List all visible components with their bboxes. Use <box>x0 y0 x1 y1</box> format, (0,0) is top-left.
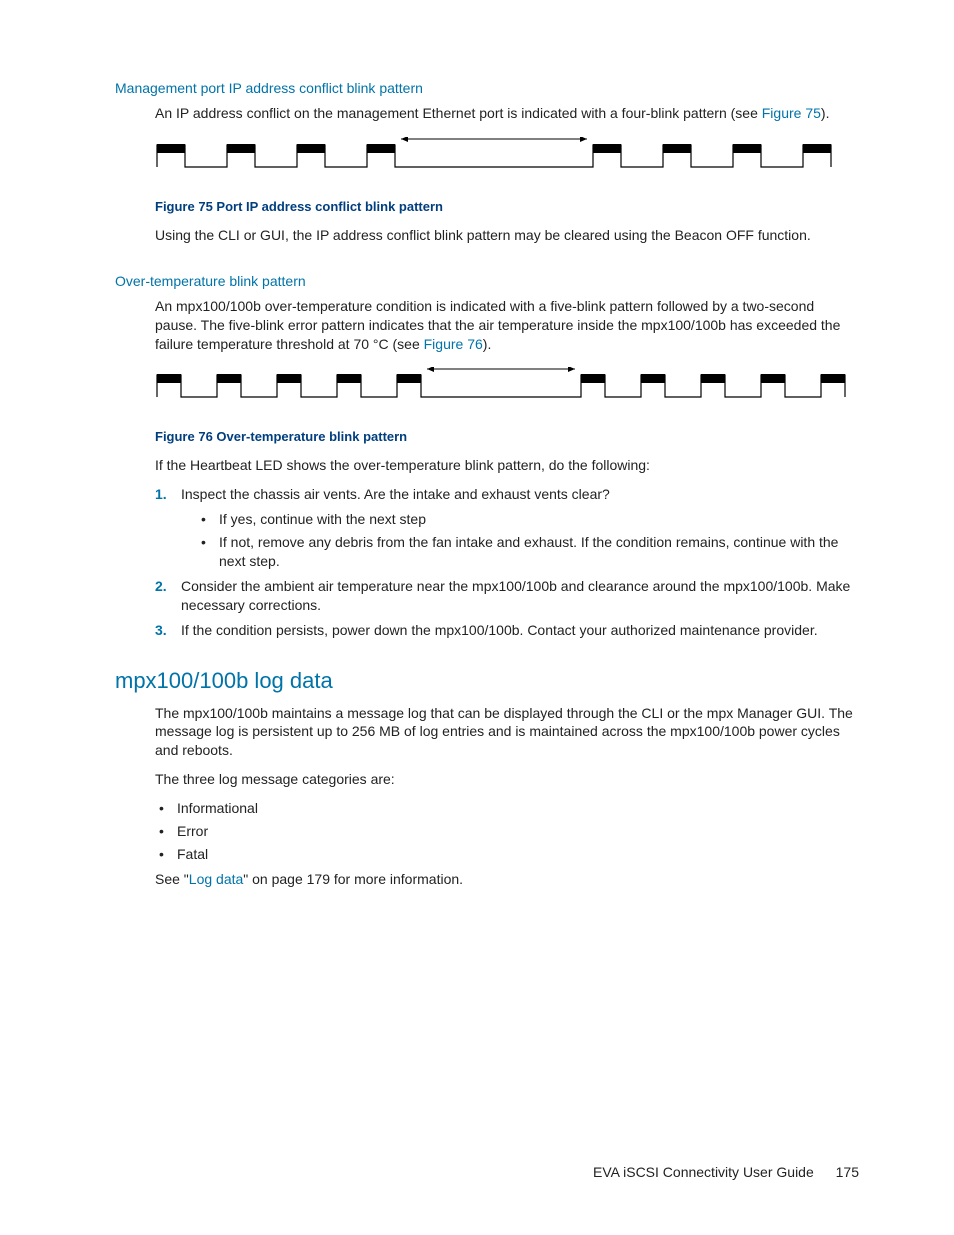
paragraph: If the Heartbeat LED shows the over-temp… <box>155 456 859 475</box>
paragraph: Using the CLI or GUI, the IP address con… <box>155 226 859 245</box>
waveform-svg: 2 seconds <box>155 137 833 193</box>
figure-75-caption: Figure 75 Port IP address conflict blink… <box>155 199 859 214</box>
page-number: 175 <box>836 1164 859 1180</box>
step-3: 3. If the condition persists, power down… <box>155 621 859 640</box>
step-text: Inspect the chassis air vents. Are the i… <box>181 486 610 502</box>
link-figure-76[interactable]: Figure 76 <box>424 336 483 352</box>
svg-text:2 seconds: 2 seconds <box>478 367 524 368</box>
sub-bullets: If yes, continue with the next step If n… <box>201 510 859 571</box>
bullet-item: If yes, continue with the next step <box>201 510 859 529</box>
text: See " <box>155 871 189 887</box>
bullet-list: Informational Error Fatal <box>159 799 859 864</box>
figure-75-waveform: 2 seconds <box>155 137 859 193</box>
step-number: 2. <box>155 577 167 596</box>
step-1: 1. Inspect the chassis air vents. Are th… <box>155 485 859 571</box>
text: " on page 179 for more information. <box>243 871 463 887</box>
bullet-item: Error <box>159 822 859 841</box>
step-number: 3. <box>155 621 167 640</box>
paragraph: See "Log data" on page 179 for more info… <box>155 870 859 889</box>
ordered-steps: 1. Inspect the chassis air vents. Are th… <box>155 485 859 639</box>
figure-76-caption: Figure 76 Over-temperature blink pattern <box>155 429 859 444</box>
paragraph: An IP address conflict on the management… <box>155 104 859 123</box>
step-2: 2. Consider the ambient air temperature … <box>155 577 859 615</box>
step-number: 1. <box>155 485 167 504</box>
bullet-item: Informational <box>159 799 859 818</box>
bullet-item: If not, remove any debris from the fan i… <box>201 533 859 571</box>
bullet-item: Fatal <box>159 845 859 864</box>
step-text: If the condition persists, power down th… <box>181 622 818 638</box>
svg-text:2 seconds: 2 seconds <box>471 137 517 138</box>
footer-title: EVA iSCSI Connectivity User Guide <box>593 1164 814 1180</box>
step-text: Consider the ambient air temperature nea… <box>181 578 850 613</box>
paragraph: An mpx100/100b over-temperature conditio… <box>155 297 859 354</box>
section-heading-over-temp: Over-temperature blink pattern <box>115 273 859 289</box>
link-figure-75[interactable]: Figure 75 <box>762 105 821 121</box>
figure-76-waveform: 2 seconds <box>155 367 859 423</box>
waveform-svg: 2 seconds <box>155 367 847 423</box>
section-heading-log-data: mpx100/100b log data <box>115 668 859 694</box>
text: An IP address conflict on the management… <box>155 105 762 121</box>
section-heading-ip-conflict: Management port IP address conflict blin… <box>115 80 859 96</box>
text: ). <box>483 336 492 352</box>
section-body-ip-conflict: An IP address conflict on the management… <box>155 104 859 245</box>
page-footer: EVA iSCSI Connectivity User Guide 175 <box>593 1164 859 1180</box>
paragraph: The three log message categories are: <box>155 770 859 789</box>
document-page: Management port IP address conflict blin… <box>0 0 954 1235</box>
text: ). <box>821 105 830 121</box>
section-body-log-data: The mpx100/100b maintains a message log … <box>155 704 859 889</box>
text: An mpx100/100b over-temperature conditio… <box>155 298 840 352</box>
link-log-data[interactable]: Log data <box>189 871 244 887</box>
section-body-over-temp: An mpx100/100b over-temperature conditio… <box>155 297 859 640</box>
paragraph: The mpx100/100b maintains a message log … <box>155 704 859 761</box>
